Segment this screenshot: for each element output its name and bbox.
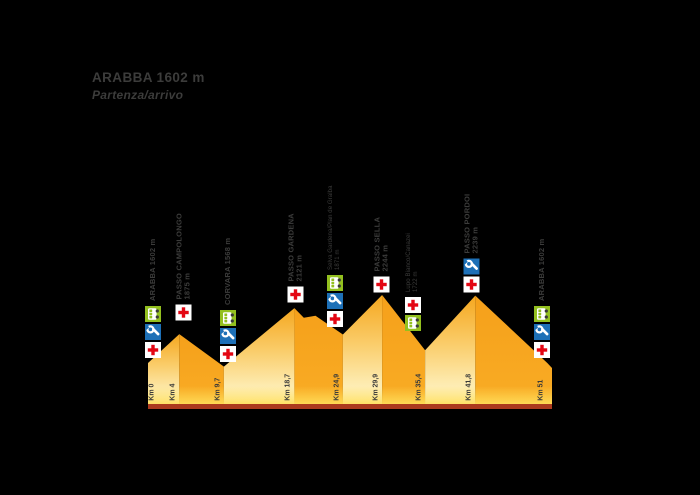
- medical-cross-icon: [463, 276, 480, 292]
- ascent-face: [425, 295, 476, 404]
- bus-icon: [145, 306, 161, 322]
- medical-cross-icon: [145, 342, 161, 358]
- station-label: Lupo Bianco/Canazei 1722 m: [406, 233, 419, 292]
- bus-icon: [327, 275, 343, 291]
- wrench-icon: [220, 328, 236, 344]
- baseline-strip: [148, 404, 552, 409]
- descent-face: [294, 308, 343, 404]
- station-label: CORVARA 1568 m: [222, 237, 232, 305]
- medical-cross-icon: [327, 311, 343, 327]
- medical-cross-icon: [405, 297, 421, 313]
- station-label: PASSO GARDENA 2121 m: [286, 212, 304, 281]
- wrench-icon: [145, 324, 161, 340]
- wrench-icon: [534, 324, 550, 340]
- descent-face: [475, 295, 552, 404]
- wrench-icon: [327, 293, 343, 309]
- medical-cross-icon: [175, 304, 192, 320]
- medical-cross-icon: [373, 276, 390, 292]
- medical-cross-icon: [534, 342, 550, 358]
- ascent-face: [223, 308, 295, 404]
- ascent-face: [342, 295, 383, 404]
- station-label: ARABBA 1602 m: [147, 238, 157, 301]
- station-label: Selva Gardena/Plan de Gralba 1871 m: [328, 185, 341, 270]
- bottom-glow: [148, 386, 552, 404]
- medical-cross-icon: [220, 346, 236, 362]
- station-label: PASSO SELLA 2244 m: [372, 216, 390, 271]
- descent-face: [382, 295, 426, 404]
- bus-icon: [220, 310, 236, 326]
- title-block: ARABBA 1602 m Partenza/arrivo: [92, 70, 205, 102]
- page-subtitle: Partenza/arrivo: [92, 88, 184, 102]
- wrench-icon: [463, 258, 480, 274]
- bus-icon: [534, 306, 550, 322]
- page-title: ARABBA 1602 m: [92, 70, 205, 85]
- bus-icon: [405, 315, 421, 331]
- medical-cross-icon: [287, 286, 304, 302]
- station-label: PASSO CAMPOLONGO 1875 m: [174, 212, 192, 299]
- station-label: PASSO PORDOI 2239 m: [462, 193, 480, 253]
- station-label: ARABBA 1602 m: [536, 238, 546, 301]
